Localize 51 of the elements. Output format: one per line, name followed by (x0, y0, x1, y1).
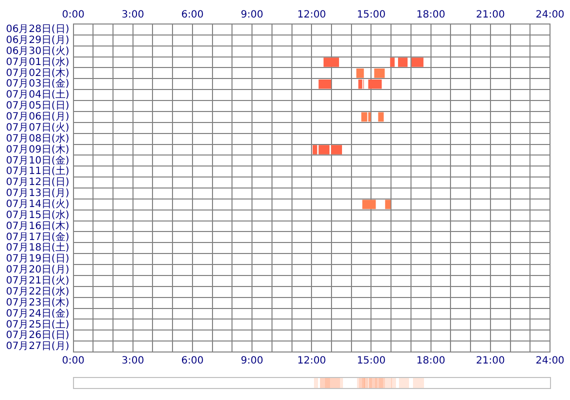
y-tick-label: 07月15日(水) (6, 208, 70, 221)
y-tick-label: 07月20日(月) (6, 264, 70, 276)
y-tick-label: 07月14日(火) (6, 198, 70, 210)
x-tick-label: 0:00 (62, 10, 84, 21)
x2-tick-label: 12:00 (297, 356, 326, 367)
y-tick-label: 07月03日(金) (6, 78, 70, 90)
y-tick-label: 07月27日(月) (6, 341, 70, 352)
x2-tick-label: 18:00 (416, 356, 446, 367)
x-tick-label: 12:00 (297, 10, 326, 21)
y-tick-label: 07月24日(金) (6, 307, 70, 320)
y-tick-label: 07月08日(水) (6, 132, 70, 144)
bar (368, 79, 382, 89)
x2-tick-label: 21:00 (476, 356, 505, 367)
y-tick-label: 07月04日(土) (6, 88, 70, 101)
x-tick-label: 6:00 (181, 10, 204, 21)
y-tick-label: 07月09日(木) (6, 143, 70, 156)
x2-tick-label: 9:00 (240, 356, 264, 367)
y-tick-label: 07月05日(日) (6, 100, 70, 112)
y-tick-label: 07月01日(水) (6, 56, 70, 68)
y-tick-label: 07月18日(土) (6, 242, 70, 254)
y-tick-label: 06月30日(火) (6, 44, 70, 57)
x-tick-label: 15:00 (356, 10, 386, 21)
y-tick-label: 07月19日(日) (6, 254, 70, 265)
x2-tick-label: 0:00 (62, 356, 84, 367)
y-tick-label: 07月22日(水) (6, 285, 70, 298)
y-tick-label: 07月16日(木) (6, 220, 70, 232)
y-tick-label: 07月23日(木) (6, 296, 70, 308)
y-tick-label: 07月17日(金) (6, 230, 70, 243)
x-tick-label: 21:00 (476, 10, 505, 21)
y-tick-label: 07月10日(金) (6, 154, 70, 166)
x2-tick-label: 6:00 (181, 356, 204, 367)
y-tick-label: 07月21日(火) (6, 274, 70, 287)
y-tick-label: 06月29日(月) (6, 34, 70, 46)
bar (412, 58, 424, 67)
y-tick-label: 07月12日(日) (6, 177, 70, 188)
x2-tick-label: 3:00 (122, 356, 144, 367)
y-tick-label: 07月02日(木) (6, 66, 70, 79)
y-tick-label: 07月07日(火) (6, 121, 70, 134)
y-tick-label: 07月11日(土) (6, 165, 70, 178)
y-tick-label: 07月26日(日) (6, 330, 70, 342)
x-tick-label: 3:00 (122, 10, 144, 21)
y-tick-label: 06月28日(日) (6, 24, 70, 36)
y-tick-label: 07月13日(月) (6, 188, 70, 200)
x2-tick-label: 24:00 (536, 356, 564, 367)
y-tick-label: 07月25日(土) (6, 318, 70, 330)
bar (398, 58, 408, 67)
x-tick-label: 9:00 (240, 10, 264, 21)
x-tick-label: 18:00 (416, 10, 446, 21)
x2-tick-label: 15:00 (356, 356, 386, 367)
y-tick-label: 07月06日(月) (6, 112, 70, 123)
x-tick-label: 24:00 (536, 10, 564, 21)
